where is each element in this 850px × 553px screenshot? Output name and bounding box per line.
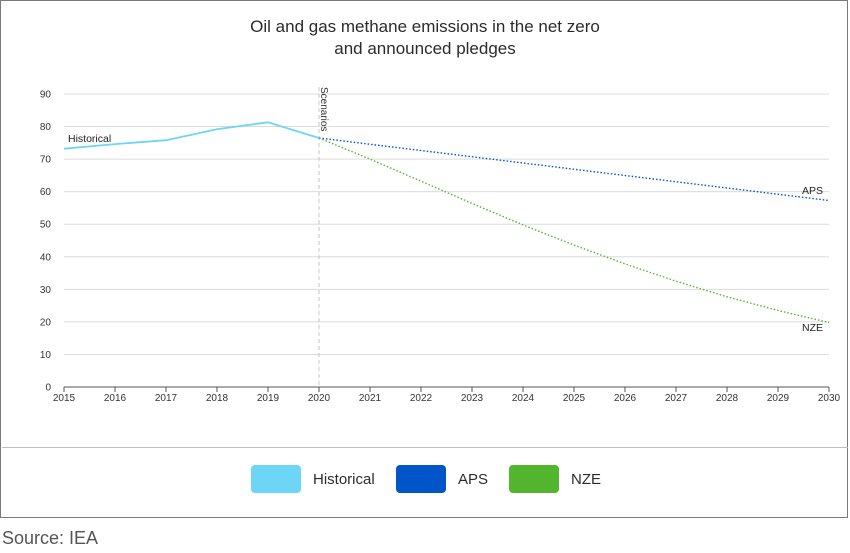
y-tick-label-20: 20 xyxy=(40,317,52,328)
x-tick-label-2023: 2023 xyxy=(461,393,484,404)
legend-label-nze: NZE xyxy=(571,470,601,488)
source-note: Source: IEA xyxy=(2,528,99,548)
x-tick-label-2017: 2017 xyxy=(155,393,178,404)
legend-swatch-historical xyxy=(251,465,301,493)
y-tick-label-40: 40 xyxy=(40,252,52,263)
y-tick-label-0: 0 xyxy=(45,383,51,394)
x-tick-label-2020: 2020 xyxy=(308,393,331,404)
chart-title: Oil and gas methane emissions in the net… xyxy=(250,17,600,36)
x-tick-label-2024: 2024 xyxy=(512,393,535,404)
legend-item-historical: Historical xyxy=(251,464,375,494)
y-tick-label-10: 10 xyxy=(40,350,52,361)
annotation-aps: APS xyxy=(802,185,823,197)
legend-swatch-aps xyxy=(396,465,446,493)
y-tick-label-50: 50 xyxy=(40,220,52,231)
scenario-marker-label: Scenarios xyxy=(318,87,329,131)
x-tick-label-2018: 2018 xyxy=(206,393,229,404)
x-tick-label-2019: 2019 xyxy=(257,393,280,404)
series-line-nze xyxy=(318,137,830,324)
chart-legend: Historical APS NZE xyxy=(1,464,849,494)
annotation-nze: NZE xyxy=(802,322,823,334)
y-tick-label-70: 70 xyxy=(40,155,52,166)
legend-item-aps: APS xyxy=(396,464,488,494)
x-tick-label-2015: 2015 xyxy=(53,393,76,404)
y-tick-label-60: 60 xyxy=(40,187,52,198)
annotation-historical: Historical xyxy=(68,133,111,145)
chart-frame: Oil and gas methane emissions in the net… xyxy=(0,0,848,518)
x-tick-label-2016: 2016 xyxy=(104,393,127,404)
series-line-aps xyxy=(318,137,830,202)
legend-item-nze: NZE xyxy=(509,464,601,494)
x-tick-label-2025: 2025 xyxy=(563,393,586,404)
y-tick-label-90: 90 xyxy=(40,90,52,101)
chart-subtitle: and announced pledges xyxy=(334,39,516,58)
x-tick-label-2027: 2027 xyxy=(665,393,688,404)
legend-label-historical: Historical xyxy=(313,470,375,488)
x-tick-label-2021: 2021 xyxy=(359,393,382,404)
series-line-historical xyxy=(63,121,320,150)
x-tick-label-2030: 2030 xyxy=(818,393,841,404)
x-tick-label-2022: 2022 xyxy=(410,393,433,404)
legend-swatch-nze xyxy=(509,465,559,493)
y-tick-label-30: 30 xyxy=(40,285,52,296)
x-tick-label-2029: 2029 xyxy=(767,393,790,404)
x-tick-label-2028: 2028 xyxy=(716,393,739,404)
legend-divider xyxy=(2,447,848,448)
y-tick-label-80: 80 xyxy=(40,122,52,133)
legend-label-aps: APS xyxy=(458,470,489,488)
x-tick-label-2026: 2026 xyxy=(614,393,637,404)
